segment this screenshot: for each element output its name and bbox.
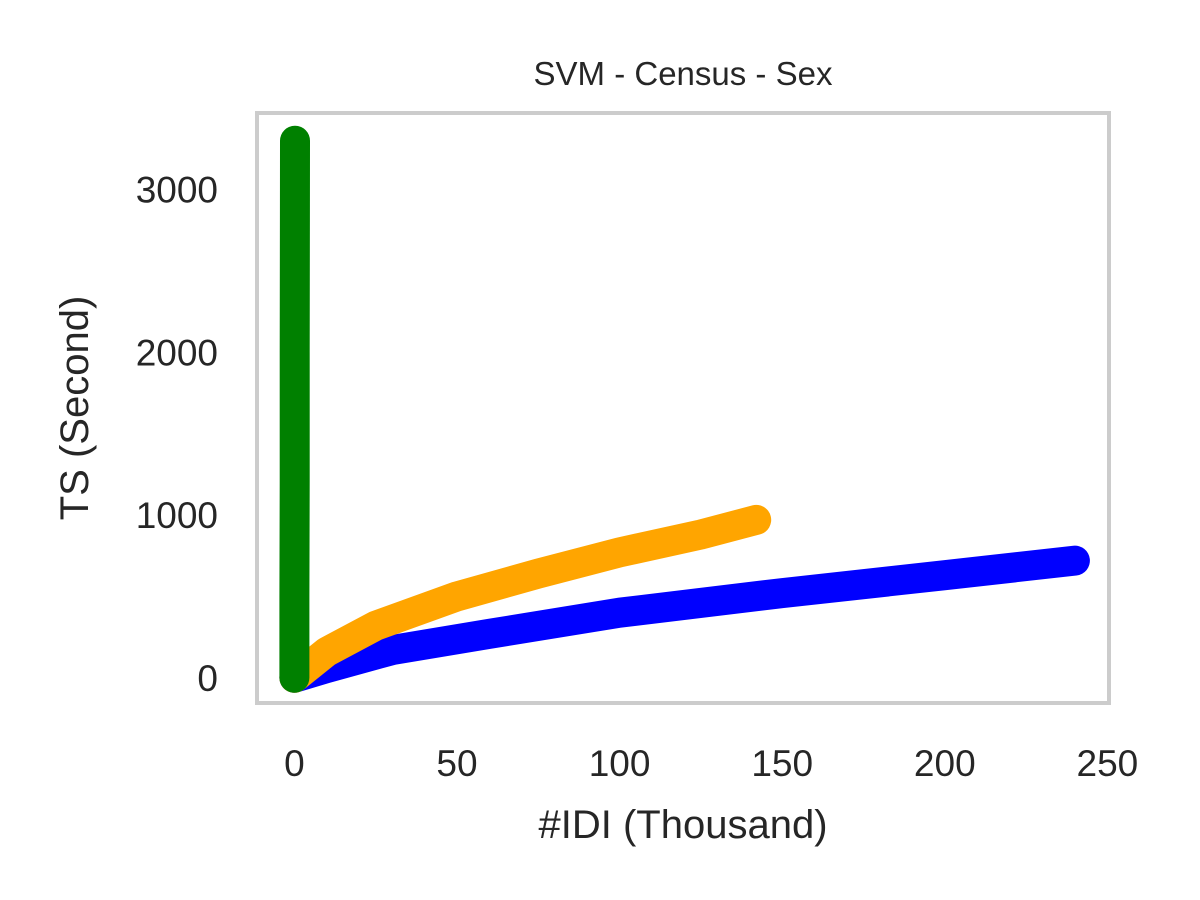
y-tick-label-2: 1000 — [136, 495, 218, 536]
x-tick-label-4: 150 — [751, 743, 813, 784]
x-tick-label-2: 50 — [436, 743, 477, 784]
series-line-3 — [279, 125, 310, 693]
series-layer — [279, 125, 1090, 693]
chart-title: SVM - Census - Sex — [534, 55, 833, 92]
y-tick-label-3: 2000 — [136, 332, 218, 373]
y-axis-label: TS (Second) — [53, 296, 97, 521]
x-tick-label-5: 200 — [914, 743, 976, 784]
series-line-2 — [279, 504, 772, 693]
y-tick-label-1: 0 — [197, 658, 218, 699]
x-axis-ticks: 0 50 100 150 200 250 — [284, 743, 1138, 784]
plot-frame — [255, 111, 1111, 705]
y-axis-ticks: 0 1000 2000 3000 — [136, 170, 218, 699]
x-tick-label-1: 0 — [284, 743, 305, 784]
x-tick-label-6: 250 — [1077, 743, 1139, 784]
y-tick-label-4: 3000 — [136, 170, 218, 211]
series-line-1 — [279, 545, 1090, 693]
x-axis-label: #IDI (Thousand) — [538, 803, 827, 847]
x-tick-label-3: 100 — [589, 743, 651, 784]
